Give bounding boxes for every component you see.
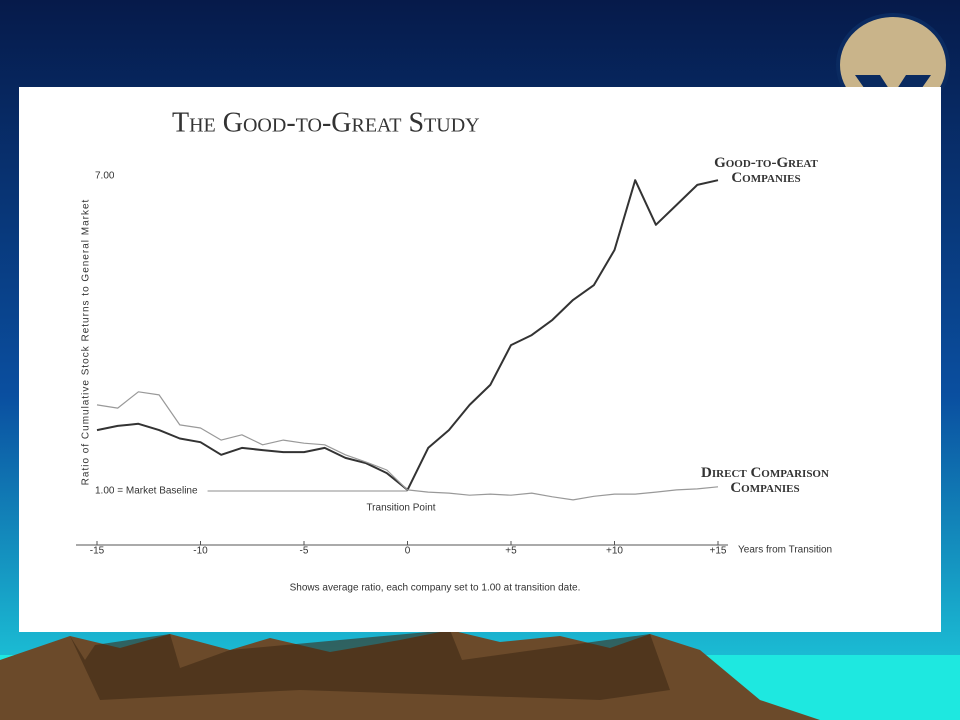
note: Shows average ratio, each company set to…	[290, 583, 581, 594]
x-axis-label: Years from Transition	[738, 545, 832, 556]
x-tick-label: +15	[710, 546, 727, 557]
legend-entry: Direct Comparison Companies	[701, 465, 829, 496]
chart-title: The Good-to-Great Study	[172, 107, 480, 138]
x-tick-label: -5	[300, 546, 309, 557]
x-tick-label: -10	[193, 546, 208, 557]
x-tick-label: 0	[405, 546, 411, 557]
annotation: Transition Point	[366, 503, 435, 514]
legend-entry: Good-to-Great Companies	[714, 155, 818, 186]
series-line	[96, 391, 719, 501]
y-axis-label: Ratio of Cumulative Stock Returns to Gen…	[81, 199, 92, 486]
panel	[19, 87, 941, 632]
x-tick-label: +5	[505, 546, 517, 557]
y-tick-label: 1.00 = Market Baseline	[95, 486, 198, 497]
mountain-shade	[70, 630, 670, 700]
y-tick-label: 7.00	[95, 171, 115, 182]
x-tick-label: -15	[90, 546, 105, 557]
x-tick-label: +10	[606, 546, 623, 557]
